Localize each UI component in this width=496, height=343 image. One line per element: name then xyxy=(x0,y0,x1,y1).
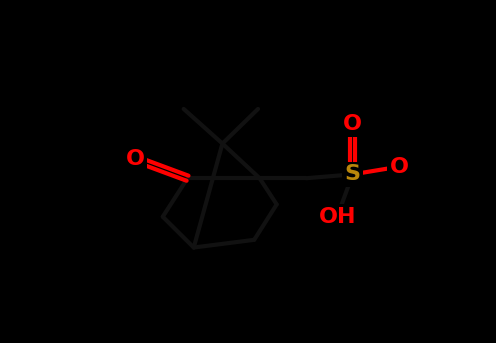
Text: O: O xyxy=(343,114,362,134)
Text: S: S xyxy=(345,164,361,185)
Text: OH: OH xyxy=(318,207,356,227)
Text: O: O xyxy=(390,157,409,177)
Text: O: O xyxy=(126,149,145,169)
